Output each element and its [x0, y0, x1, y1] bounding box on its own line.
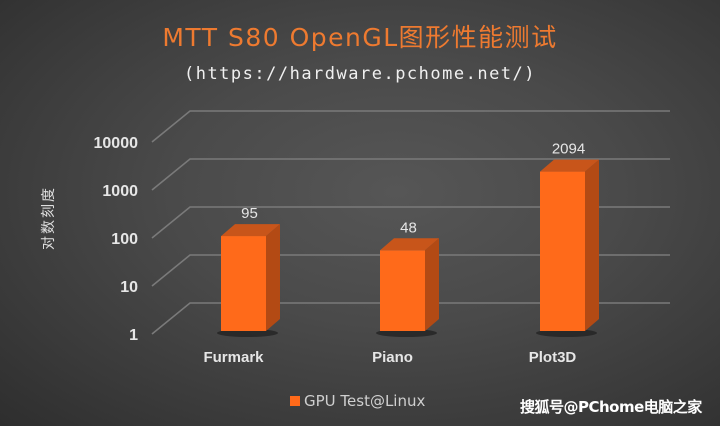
y-tick-label: 10000 — [94, 135, 139, 152]
x-tick-label: Furmark — [203, 349, 264, 366]
data-label: 48 — [400, 219, 417, 236]
legend-label: GPU Test@Linux — [304, 392, 426, 410]
x-axis-labels: Furmark Piano Plot3D — [203, 349, 576, 366]
legend-swatch — [290, 396, 300, 406]
data-label: 95 — [241, 205, 258, 222]
gridline — [151, 206, 670, 239]
gridline — [151, 254, 670, 287]
x-tick-label: Piano — [372, 349, 413, 366]
y-tick-label: 10 — [120, 279, 138, 296]
y-tick-label: 100 — [111, 231, 138, 248]
data-label: 2094 — [552, 141, 585, 158]
gridline — [151, 110, 670, 143]
bars: 95 48 2094 — [217, 141, 599, 337]
y-tick-label: 1000 — [102, 183, 138, 200]
watermark: 搜狐号@PChome电脑之家 — [520, 398, 702, 416]
chart-title: MTT S80 OpenGL图形性能测试 — [162, 23, 558, 52]
y-tick-label: 1 — [129, 327, 138, 344]
gridline — [151, 158, 670, 191]
bar-piano: 48 — [376, 219, 439, 337]
y-axis-label: 对数刻度 — [41, 186, 57, 250]
bar-plot3d: 2094 — [536, 141, 599, 337]
gridline — [151, 302, 670, 335]
gridlines — [151, 110, 670, 335]
y-axis-ticks: 1 10 100 1000 10000 — [94, 135, 139, 344]
chart-subtitle: (https://hardware.pchome.net/) — [183, 64, 537, 84]
legend: GPU Test@Linux — [290, 392, 425, 410]
bar-furmark: 95 — [217, 205, 280, 337]
x-tick-label: Plot3D — [529, 349, 577, 366]
